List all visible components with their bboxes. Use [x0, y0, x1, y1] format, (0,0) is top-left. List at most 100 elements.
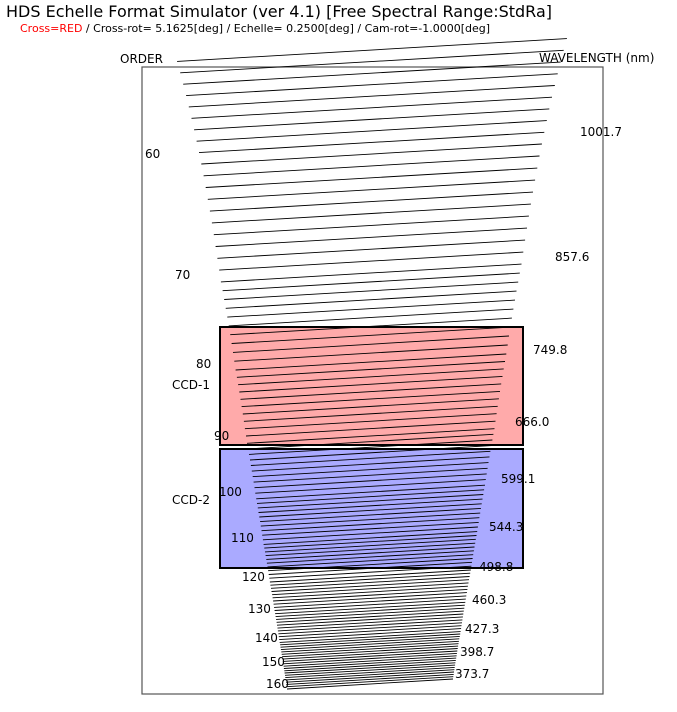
order-line: [219, 251, 524, 271]
order-line: [284, 662, 456, 674]
order-line: [209, 191, 534, 212]
ccd-1-outline: [219, 326, 524, 446]
order-line: [250, 450, 491, 466]
order-line: [203, 155, 540, 177]
order-line: [273, 588, 468, 602]
order-line: [282, 645, 459, 658]
order-line: [239, 375, 503, 393]
order-line: [283, 655, 457, 667]
order-line: [241, 390, 501, 408]
order-line: [260, 507, 481, 523]
wavelength-label: 373.7: [455, 667, 489, 681]
wavelength-labels: 1001.7 857.6 749.8 666.0 599.1 544.3 498…: [455, 125, 622, 681]
wavelength-label: 666.0: [515, 415, 549, 429]
order-line: [276, 610, 464, 623]
order-line: [265, 542, 476, 557]
order-label: 90: [214, 429, 229, 443]
wavelength-label: 857.6: [555, 250, 589, 264]
wavelength-label: 599.1: [501, 472, 535, 486]
order-line: [188, 85, 555, 108]
order-line: [262, 526, 478, 541]
order-line: [253, 467, 488, 483]
ccd-outlines: [219, 326, 524, 569]
order-line: [284, 664, 456, 676]
order-line: [183, 61, 561, 85]
order-line: [261, 517, 480, 532]
wavelength-label: 460.3: [472, 593, 506, 607]
cross-setting: Cross=RED: [20, 22, 83, 35]
order-line: [280, 638, 460, 651]
order-line: [252, 462, 489, 478]
order-line: [207, 179, 536, 200]
order-line: [278, 625, 462, 638]
order-line: [286, 678, 454, 690]
order-line: [283, 652, 457, 665]
order-line: [225, 290, 517, 309]
order-line: [266, 550, 474, 564]
order-line: [283, 657, 457, 669]
order-line: [274, 595, 467, 608]
wavelength-label: 427.3: [465, 622, 499, 636]
order-line: [228, 308, 514, 327]
order-line: [231, 326, 511, 344]
order-line: [285, 666, 455, 679]
order-line: [285, 669, 455, 681]
order-line: [274, 598, 466, 611]
order-line: [271, 579, 470, 592]
order-line: [282, 650, 458, 662]
order-line: [276, 607, 465, 620]
order-line: [245, 420, 496, 437]
order-line: [286, 676, 454, 688]
order-label: 150: [262, 655, 285, 669]
order-line: [196, 120, 547, 142]
order-line: [264, 535, 477, 549]
order-line: [280, 635, 460, 648]
order-line: [257, 494, 484, 509]
order-line: [264, 538, 476, 553]
ccd-2-label: CCD-2: [172, 493, 210, 507]
page-title: HDS Echelle Format Simulator (ver 4.1) […: [6, 2, 552, 21]
order-line: [232, 335, 510, 353]
order-line: [278, 622, 463, 635]
order-line: [281, 640, 459, 653]
order-line: [255, 479, 486, 494]
order-line: [227, 299, 516, 318]
order-line: [286, 673, 454, 685]
order-line: [276, 613, 464, 626]
order-line: [211, 203, 531, 224]
order-line: [222, 272, 520, 292]
order-line: [201, 143, 542, 165]
order-line: [275, 604, 465, 618]
order-line: [259, 503, 482, 518]
order-line: [262, 521, 479, 536]
order-line: [258, 498, 483, 513]
order-line: [263, 531, 478, 545]
order-axis-label: ORDER: [120, 52, 163, 66]
order-line: [215, 227, 528, 247]
rotation-settings: / Cross-rot= 5.1625[deg] / Echelle= 0.25…: [82, 22, 491, 35]
order-label: 130: [248, 602, 271, 616]
order-line: [260, 512, 481, 527]
order-line: [284, 659, 456, 672]
detector-frame: [141, 66, 604, 695]
order-line: [273, 592, 467, 605]
order-line: [247, 433, 494, 450]
order-line: [194, 108, 550, 131]
wavelength-label: 749.8: [533, 343, 567, 357]
order-line: [242, 398, 499, 415]
order-line: [279, 631, 461, 643]
order-number-labels: 60 70 80 90 100 110 120 130 140 150 160: [145, 147, 289, 691]
order-line: [272, 582, 469, 596]
settings-line: Cross=RED / Cross-rot= 5.1625[deg] / Ech…: [20, 22, 490, 35]
ccd-1-label: CCD-1: [172, 378, 210, 392]
wavelength-label: 398.7: [460, 645, 494, 659]
order-line: [270, 576, 470, 589]
wavelength-axis-label: WAVELENGTH (nm): [539, 51, 654, 65]
order-line: [236, 361, 506, 378]
order-label: 160: [266, 677, 289, 691]
order-line: [205, 167, 538, 188]
order-line: [267, 554, 474, 568]
order-line: [191, 96, 553, 119]
order-line: [285, 671, 455, 683]
